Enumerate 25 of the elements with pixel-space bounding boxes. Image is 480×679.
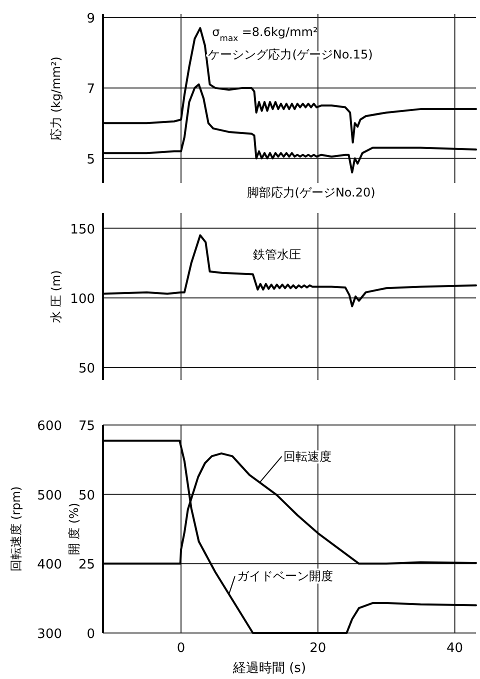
- y2-tick-label: 500: [37, 488, 62, 504]
- y2-axis-title: 回転速度 (rpm): [9, 486, 23, 572]
- y-tick-label: 5: [86, 152, 95, 168]
- y2-tick-label: 400: [37, 558, 62, 573]
- x-tick-label: 20: [310, 641, 326, 656]
- y-axis-title: 応力 (kg/mm²): [49, 56, 63, 140]
- x-tick-label: 0: [176, 641, 186, 656]
- y-tick-label: 50: [78, 488, 95, 504]
- text: 脚部応力(ゲージNo.20): [246, 186, 376, 200]
- y-tick-label: 75: [78, 419, 95, 434]
- y-axis-title: 水 圧 (m): [49, 270, 63, 323]
- y2-tick-label: 300: [37, 627, 62, 642]
- y-axis-title: 開 度 (%): [67, 502, 81, 556]
- y-tick-label: 7: [86, 82, 95, 97]
- y-tick-label: 0: [86, 627, 95, 642]
- x-axis-title: 経過時間 (s): [232, 661, 306, 676]
- y2-tick-label: 600: [37, 419, 62, 434]
- y-tick-label: 100: [70, 292, 95, 307]
- y-tick-label: 25: [78, 558, 95, 573]
- y-tick-label: 50: [78, 361, 95, 376]
- annotation: σ$_{max}$ =8.6kg/mm²: [212, 25, 318, 44]
- x-tick-label: 40: [446, 641, 464, 656]
- y-tick-label: 150: [70, 222, 95, 238]
- y-tick-label: 9: [86, 12, 95, 27]
- series-label: 鉄管水圧: [252, 248, 301, 262]
